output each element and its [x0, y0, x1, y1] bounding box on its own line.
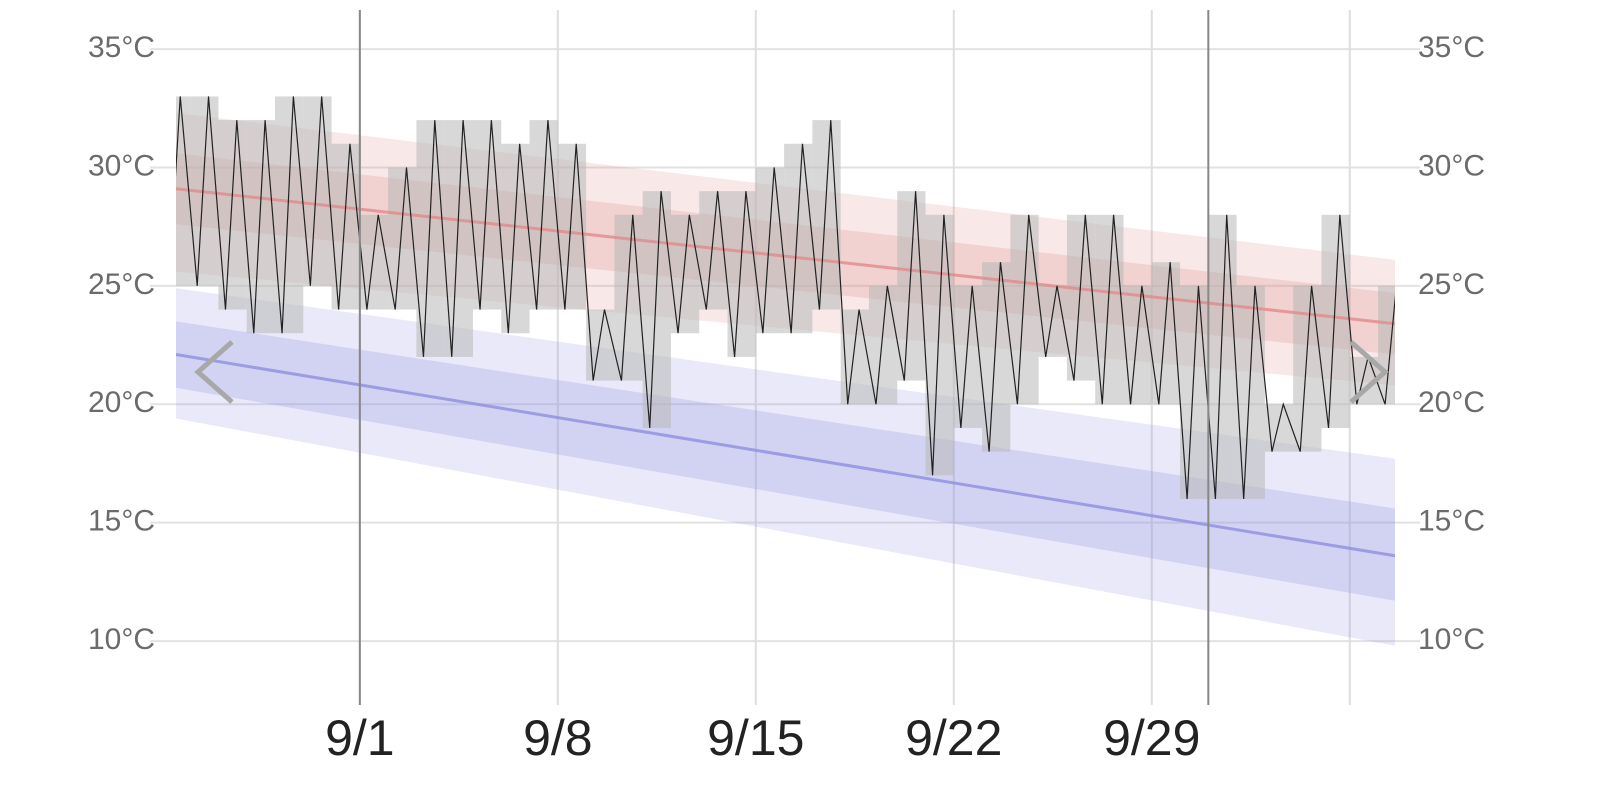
daily-range — [274, 96, 304, 334]
daily-range — [982, 262, 1011, 452]
y-tick-label: 25°C — [88, 268, 155, 301]
normal-mean-line — [176, 353, 1395, 558]
normal-band — [176, 321, 1395, 601]
daily-range — [1208, 214, 1237, 499]
y-tick-label: 20°C — [88, 386, 155, 419]
x-tick-label: 9/8 — [523, 710, 593, 766]
daily-range — [176, 96, 191, 286]
daily-range — [1010, 214, 1039, 405]
y-tick-label-right: 30°C — [1418, 149, 1485, 182]
daily-range — [868, 285, 898, 405]
daily-range — [1038, 285, 1067, 357]
daily-range — [1236, 285, 1265, 499]
daily-range — [1378, 285, 1395, 405]
daily-range — [529, 120, 558, 310]
y-tick-label: 30°C — [88, 149, 155, 182]
daily-range — [1066, 214, 1096, 381]
y-tick-label-right: 25°C — [1418, 268, 1485, 301]
daily-range — [755, 167, 785, 334]
daily-range — [416, 120, 445, 357]
y-tick-label-right: 15°C — [1418, 505, 1485, 538]
y-tick-label: 10°C — [88, 623, 155, 656]
y-tick-label: 15°C — [88, 505, 155, 538]
y-tick-label-right: 20°C — [1418, 386, 1485, 419]
y-tick-label-right: 35°C — [1418, 31, 1485, 64]
next-button[interactable] — [1349, 340, 1389, 404]
daily-range — [784, 143, 813, 334]
y-tick-label: 35°C — [88, 31, 155, 64]
daily-range — [331, 143, 360, 310]
daily-range — [1321, 214, 1350, 428]
previous-button[interactable] — [194, 340, 234, 404]
plot-area — [176, 10, 1395, 705]
x-tick-label: 9/1 — [325, 710, 395, 766]
normal-mean-line — [176, 187, 1395, 326]
x-tick-label: 9/29 — [1103, 710, 1200, 766]
daily-range — [953, 285, 983, 428]
daily-range — [388, 167, 417, 310]
x-tick-label: 9/15 — [707, 710, 804, 766]
observed-line — [176, 96, 1395, 500]
x-tick-label: 9/22 — [905, 710, 1002, 766]
daily-range — [670, 214, 700, 334]
normal-band — [176, 288, 1395, 646]
daily-range — [1293, 285, 1322, 452]
daily-range — [359, 214, 389, 310]
daily-range — [1123, 285, 1152, 405]
labels: 10°C 10°C 15°C 15°C 20°C 20°C 25°C 25°C 30°C 30°C… — [88, 31, 1485, 766]
y-tick-label-right: 10°C — [1418, 623, 1485, 656]
daily-range — [614, 214, 643, 381]
